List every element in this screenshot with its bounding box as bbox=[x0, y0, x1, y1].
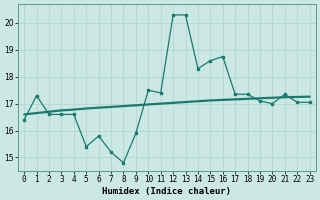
X-axis label: Humidex (Indice chaleur): Humidex (Indice chaleur) bbox=[102, 187, 231, 196]
